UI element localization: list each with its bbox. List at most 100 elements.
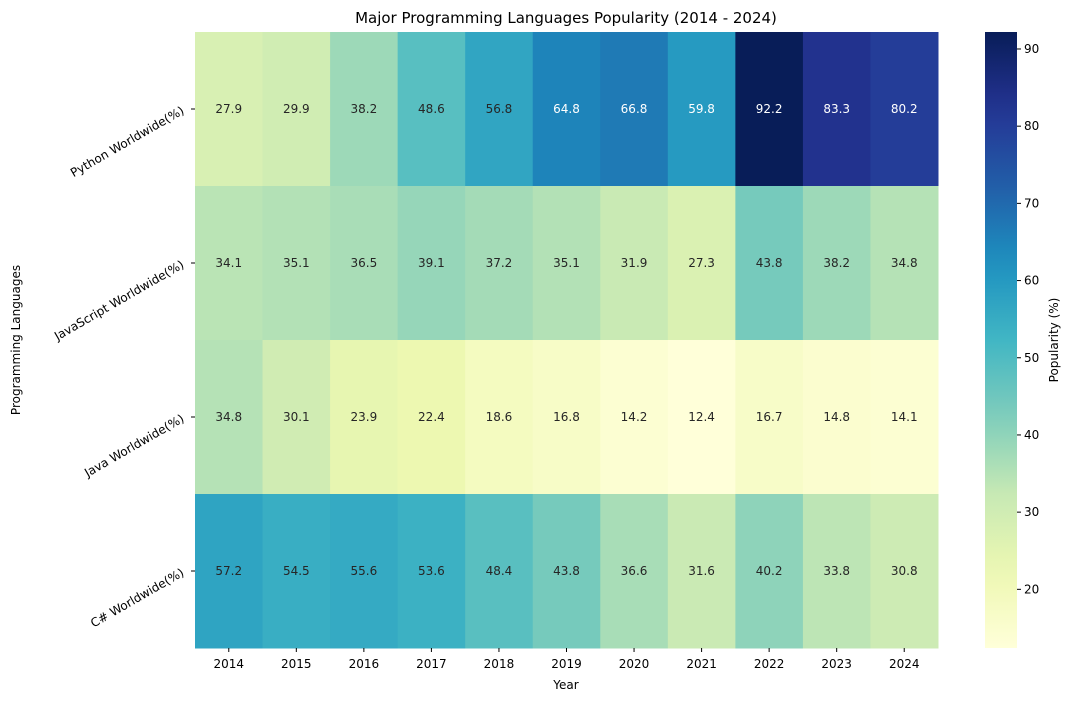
heatmap-cell <box>802 32 871 187</box>
heatmap-cell <box>397 186 466 341</box>
heatmap-cell <box>465 186 534 341</box>
chart-title: Major Programming Languages Popularity (… <box>355 9 777 27</box>
heatmap-cell <box>735 32 804 187</box>
cell-value-label: 36.5 <box>351 256 378 270</box>
heatmap-cell <box>870 186 939 341</box>
cell-value-label: 30.1 <box>283 410 310 424</box>
colorbar-tick-label: 90 <box>1024 42 1039 56</box>
heatmap-cell <box>870 494 939 649</box>
cell-value-label: 14.2 <box>621 410 648 424</box>
cell-value-label: 39.1 <box>418 256 445 270</box>
y-tick-label: JavaScript Worldwide(%) <box>51 257 186 343</box>
colorbar-label: Popularity (%) <box>1047 298 1061 383</box>
cell-value-label: 12.4 <box>688 410 715 424</box>
heatmap-cell <box>195 32 264 187</box>
colorbar <box>985 32 1017 648</box>
cell-value-label: 36.6 <box>621 564 648 578</box>
heatmap-cell <box>465 32 534 187</box>
x-tick-label: 2015 <box>281 657 312 671</box>
cell-value-label: 64.8 <box>553 102 580 116</box>
cell-value-label: 43.8 <box>553 564 580 578</box>
cell-value-label: 34.8 <box>215 410 242 424</box>
cell-value-label: 83.3 <box>823 102 850 116</box>
cell-value-label: 33.8 <box>823 564 850 578</box>
heatmap-cell <box>195 494 264 649</box>
heatmap-cell <box>802 340 871 495</box>
y-tick-label: C# Worldwide(%) <box>88 565 186 630</box>
cell-value-label: 30.8 <box>891 564 918 578</box>
x-axis: 2014 2015 2016 2017 2018 2019 2020 2021 2022 2023… <box>213 648 920 671</box>
heatmap-cell <box>600 340 669 495</box>
cell-value-label: 57.2 <box>215 564 242 578</box>
heatmap-cell <box>330 186 399 341</box>
cell-value-label: 16.7 <box>756 410 783 424</box>
heatmap-cell <box>465 340 534 495</box>
cell-value-label: 29.9 <box>283 102 310 116</box>
cell-value-label: 56.8 <box>486 102 513 116</box>
heatmap-cell <box>262 32 331 187</box>
heatmap-cell <box>667 32 736 187</box>
heatmap-cell <box>735 494 804 649</box>
heatmap-cell <box>600 32 669 187</box>
cell-value-label: 27.9 <box>215 102 242 116</box>
x-tick-label: 2017 <box>416 657 447 671</box>
heatmap-cell <box>870 340 939 495</box>
colorbar-tick-label: 30 <box>1024 505 1039 519</box>
cell-value-label: 18.6 <box>486 410 513 424</box>
cell-value-label: 35.1 <box>553 256 580 270</box>
x-tick-label: 2020 <box>619 657 650 671</box>
heatmap-cell <box>195 340 264 495</box>
colorbar-axis: 20 30 40 50 60 70 80 90 <box>1017 42 1039 596</box>
cell-value-label: 34.1 <box>215 256 242 270</box>
heatmap-cell <box>330 494 399 649</box>
cell-value-label: 27.3 <box>688 256 715 270</box>
heatmap-cell <box>397 32 466 187</box>
cell-value-label: 40.2 <box>756 564 783 578</box>
heatmap-cell <box>532 32 601 187</box>
heatmap-cell <box>802 186 871 341</box>
y-axis: Python Worldwide(%) JavaScript Worldwide(… <box>51 103 195 630</box>
colorbar-tick-label: 80 <box>1024 119 1039 133</box>
heatmap-cell <box>667 186 736 341</box>
cell-value-label: 53.6 <box>418 564 445 578</box>
heatmap-cell <box>262 494 331 649</box>
heatmap-cell <box>532 186 601 341</box>
cell-value-label: 34.8 <box>891 256 918 270</box>
x-axis-label: Year <box>552 678 578 692</box>
colorbar-tick-label: 60 <box>1024 274 1039 288</box>
heatmap-cell <box>330 340 399 495</box>
cell-value-label: 16.8 <box>553 410 580 424</box>
x-tick-label: 2016 <box>349 657 380 671</box>
cell-value-label: 80.2 <box>891 102 918 116</box>
heatmap-cell <box>667 494 736 649</box>
cell-value-label: 38.2 <box>351 102 378 116</box>
x-tick-label: 2023 <box>821 657 852 671</box>
heatmap-cell <box>667 340 736 495</box>
heatmap-cell <box>735 340 804 495</box>
cell-value-label: 38.2 <box>823 256 850 270</box>
cell-value-label: 48.6 <box>418 102 445 116</box>
cell-value-label: 14.1 <box>891 410 918 424</box>
heatmap-cell <box>600 186 669 341</box>
cell-value-label: 43.8 <box>756 256 783 270</box>
x-tick-label: 2019 <box>551 657 582 671</box>
heatmap-cells: 27.9 29.9 38.2 48.6 56.8 64.8 66.8 59.8 92.2 83.3… <box>195 32 939 649</box>
colorbar-tick-label: 70 <box>1024 196 1039 210</box>
x-tick-label: 2021 <box>686 657 717 671</box>
cell-value-label: 14.8 <box>823 410 850 424</box>
heatmap-cell <box>330 32 399 187</box>
cell-value-label: 48.4 <box>486 564 513 578</box>
x-tick-label: 2022 <box>754 657 785 671</box>
cell-value-label: 54.5 <box>283 564 310 578</box>
heatmap-cell <box>802 494 871 649</box>
x-tick-label: 2018 <box>484 657 515 671</box>
heatmap-cell <box>397 494 466 649</box>
y-tick-label: Python Worldwide(%) <box>68 103 186 179</box>
cell-value-label: 35.1 <box>283 256 310 270</box>
cell-value-label: 37.2 <box>486 256 513 270</box>
cell-value-label: 22.4 <box>418 410 445 424</box>
colorbar-tick-label: 50 <box>1024 351 1039 365</box>
heatmap-cell <box>532 340 601 495</box>
cell-value-label: 31.9 <box>621 256 648 270</box>
